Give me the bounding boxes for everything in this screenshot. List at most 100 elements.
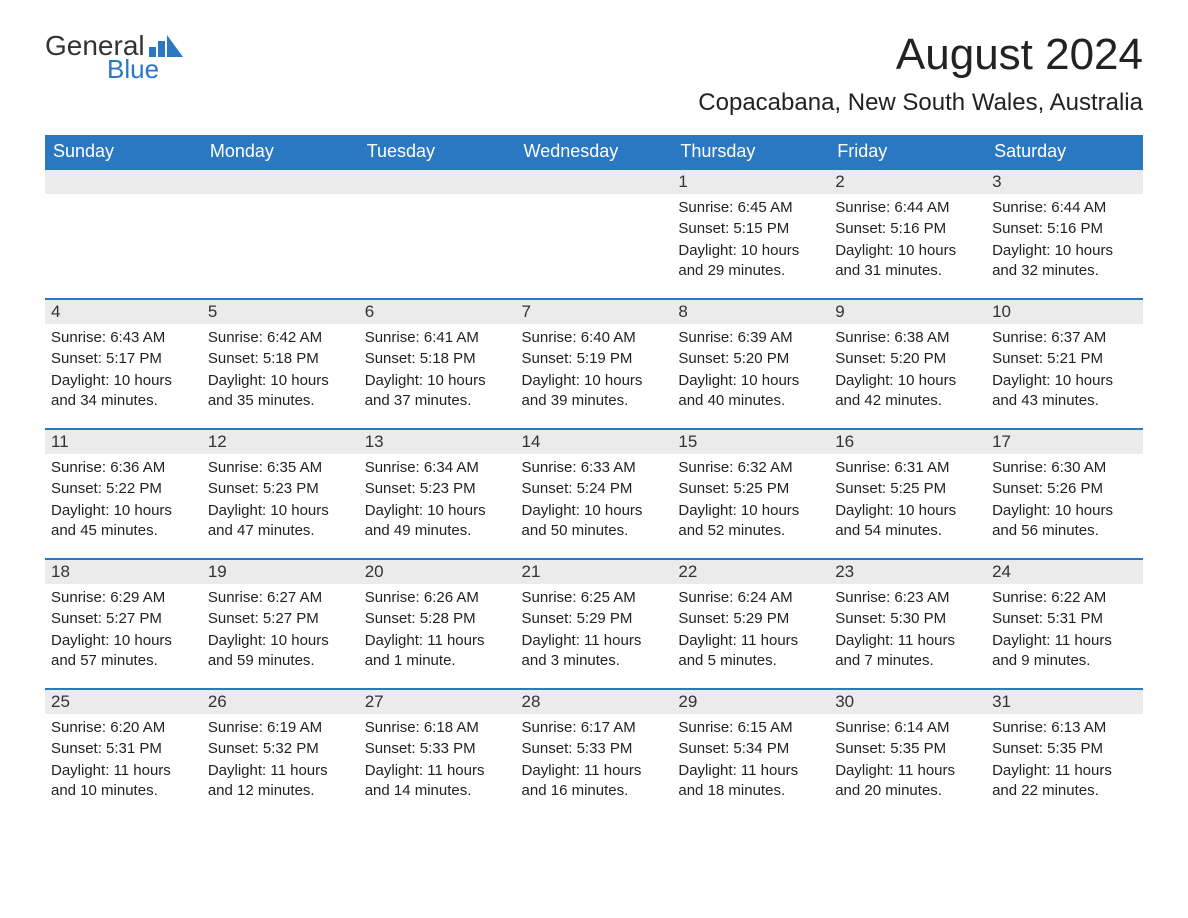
sunrise-text: Sunrise: 6:31 AM — [835, 458, 980, 478]
calendar-cell: 18Sunrise: 6:29 AMSunset: 5:27 PMDayligh… — [45, 558, 202, 688]
sunset-text: Sunset: 5:27 PM — [208, 609, 353, 629]
day-number: 18 — [45, 558, 202, 584]
day-number: 5 — [202, 298, 359, 324]
daylight-text: Daylight: 10 hours and 56 minutes. — [992, 501, 1137, 542]
sunrise-text: Sunrise: 6:35 AM — [208, 458, 353, 478]
day-data: Sunrise: 6:39 AMSunset: 5:20 PMDaylight:… — [672, 324, 829, 422]
day-data: Sunrise: 6:25 AMSunset: 5:29 PMDaylight:… — [516, 584, 673, 682]
sunset-text: Sunset: 5:35 PM — [835, 739, 980, 759]
calendar-week: 18 Sunrise: 6:29 AM Sunset: 5:27 PM Dayligh… — [45, 558, 1143, 688]
calendar-cell: 24Sunrise: 6:22 AMSunset: 5:31 PMDayligh… — [986, 558, 1143, 688]
weekday-header: Tuesday — [359, 135, 516, 168]
day-data: Sunrise: 6:32 AMSunset: 5:25 PMDaylight:… — [672, 454, 829, 552]
sunrise-text: Sunrise: 6:45 AM — [678, 198, 823, 218]
day-data: Sunrise: 6:14 AMSunset: 5:35 PMDaylight:… — [829, 714, 986, 812]
day-number: 7 — [516, 298, 673, 324]
day-number: 20 — [359, 558, 516, 584]
sunset-text: Sunset: 5:32 PM — [208, 739, 353, 759]
calendar-week: 1Sunrise: 6:45 AMSunset: 5:15 PMDaylight… — [45, 168, 1143, 298]
daylight-text: Daylight: 11 hours and 18 minutes. — [678, 761, 823, 802]
daylight-text: Daylight: 11 hours and 7 minutes. — [835, 631, 980, 672]
day-data: Sunrise: 6:27 AMSunset: 5:27 PMDaylight:… — [202, 584, 359, 682]
calendar-cell: 28Sunrise: 6:17 AMSunset: 5:33 PMDayligh… — [516, 688, 673, 818]
day-data: Sunrise: 6:18 AMSunset: 5:33 PMDaylight:… — [359, 714, 516, 812]
calendar-cell: 5Sunrise: 6:42 AMSunset: 5:18 PMDaylight… — [202, 298, 359, 428]
day-number: 28 — [516, 688, 673, 714]
daylight-text: Daylight: 11 hours and 5 minutes. — [678, 631, 823, 672]
day-data: Sunrise: 6:38 AMSunset: 5:20 PMDaylight:… — [829, 324, 986, 422]
daylight-text: Daylight: 10 hours and 50 minutes. — [522, 501, 667, 542]
daylight-text: Daylight: 10 hours and 43 minutes. — [992, 371, 1137, 412]
daylight-text: Daylight: 11 hours and 9 minutes. — [992, 631, 1137, 672]
sunrise-text: Sunrise: 6:41 AM — [365, 328, 510, 348]
sunrise-text: Sunrise: 6:19 AM — [208, 718, 353, 738]
sunset-text: Sunset: 5:30 PM — [835, 609, 980, 629]
day-number — [45, 168, 202, 194]
day-number: 24 — [986, 558, 1143, 584]
daylight-text: Daylight: 10 hours and 42 minutes. — [835, 371, 980, 412]
calendar-cell: 30Sunrise: 6:14 AMSunset: 5:35 PMDayligh… — [829, 688, 986, 818]
day-data: Sunrise: 6:23 AMSunset: 5:30 PMDaylight:… — [829, 584, 986, 682]
day-number: 14 — [516, 428, 673, 454]
day-number — [202, 168, 359, 194]
sunrise-text: Sunrise: 6:18 AM — [365, 718, 510, 738]
sunset-text: Sunset: 5:33 PM — [522, 739, 667, 759]
day-data: Sunrise: 6:43 AMSunset: 5:17 PMDaylight:… — [45, 324, 202, 422]
day-number: 25 — [45, 688, 202, 714]
calendar-cell: 3Sunrise: 6:44 AMSunset: 5:16 PMDaylight… — [986, 168, 1143, 298]
daylight-text: Daylight: 10 hours and 52 minutes. — [678, 501, 823, 542]
sunset-text: Sunset: 5:21 PM — [992, 349, 1137, 369]
day-data: Sunrise: 6:33 AMSunset: 5:24 PMDaylight:… — [516, 454, 673, 552]
calendar-cell: 14Sunrise: 6:33 AMSunset: 5:24 PMDayligh… — [516, 428, 673, 558]
sunrise-text: Sunrise: 6:29 AM — [51, 588, 196, 608]
sunrise-text: Sunrise: 6:44 AM — [992, 198, 1137, 218]
day-number: 13 — [359, 428, 516, 454]
weekday-header: Sunday — [45, 135, 202, 168]
daylight-text: Daylight: 10 hours and 47 minutes. — [208, 501, 353, 542]
sunrise-text: Sunrise: 6:38 AM — [835, 328, 980, 348]
page-title: August 2024 — [896, 30, 1143, 80]
day-number: 17 — [986, 428, 1143, 454]
sunset-text: Sunset: 5:15 PM — [678, 219, 823, 239]
sunrise-text: Sunrise: 6:20 AM — [51, 718, 196, 738]
sunset-text: Sunset: 5:20 PM — [678, 349, 823, 369]
calendar-cell: 9Sunrise: 6:38 AMSunset: 5:20 PMDaylight… — [829, 298, 986, 428]
calendar-week: 25Sunrise: 6:20 AMSunset: 5:31 PMDayligh… — [45, 688, 1143, 818]
day-data: Sunrise: 6:45 AMSunset: 5:15 PMDaylight:… — [672, 194, 829, 292]
sunset-text: Sunset: 5:19 PM — [522, 349, 667, 369]
sunset-text: Sunset: 5:33 PM — [365, 739, 510, 759]
day-number: 22 — [672, 558, 829, 584]
daylight-text: Daylight: 10 hours and 29 minutes. — [678, 241, 823, 282]
calendar-cell: 20Sunrise: 6:26 AMSunset: 5:28 PMDayligh… — [359, 558, 516, 688]
calendar-cell — [202, 168, 359, 298]
sunrise-text: Sunrise: 6:36 AM — [51, 458, 196, 478]
calendar-cell: 10Sunrise: 6:37 AMSunset: 5:21 PMDayligh… — [986, 298, 1143, 428]
day-number: 9 — [829, 298, 986, 324]
calendar-cell: 13Sunrise: 6:34 AMSunset: 5:23 PMDayligh… — [359, 428, 516, 558]
daylight-text: Daylight: 11 hours and 14 minutes. — [365, 761, 510, 802]
daylight-text: Daylight: 11 hours and 20 minutes. — [835, 761, 980, 802]
day-number: 21 — [516, 558, 673, 584]
daylight-text: Daylight: 11 hours and 1 minute. — [365, 631, 510, 672]
day-number: 16 — [829, 428, 986, 454]
weekday-header: Wednesday — [516, 135, 673, 168]
day-data: Sunrise: 6:44 AMSunset: 5:16 PMDaylight:… — [829, 194, 986, 292]
daylight-text: Daylight: 10 hours and 31 minutes. — [835, 241, 980, 282]
day-number: 15 — [672, 428, 829, 454]
calendar-cell: 27Sunrise: 6:18 AMSunset: 5:33 PMDayligh… — [359, 688, 516, 818]
sunrise-text: Sunrise: 6:34 AM — [365, 458, 510, 478]
day-number: 4 — [45, 298, 202, 324]
sunrise-text: Sunrise: 6:40 AM — [522, 328, 667, 348]
sunset-text: Sunset: 5:25 PM — [678, 479, 823, 499]
sunset-text: Sunset: 5:26 PM — [992, 479, 1137, 499]
day-data: Sunrise: 6:36 AMSunset: 5:22 PMDaylight:… — [45, 454, 202, 552]
daylight-text: Daylight: 10 hours and 32 minutes. — [992, 241, 1137, 282]
sunrise-text: Sunrise: 6:13 AM — [992, 718, 1137, 738]
sunset-text: Sunset: 5:29 PM — [678, 609, 823, 629]
sunset-text: Sunset: 5:29 PM — [522, 609, 667, 629]
day-data: Sunrise: 6:22 AMSunset: 5:31 PMDaylight:… — [986, 584, 1143, 682]
calendar-week: 4Sunrise: 6:43 AMSunset: 5:17 PMDaylight… — [45, 298, 1143, 428]
day-number: 23 — [829, 558, 986, 584]
day-data: Sunrise: 6:44 AMSunset: 5:16 PMDaylight:… — [986, 194, 1143, 292]
calendar-cell: 25Sunrise: 6:20 AMSunset: 5:31 PMDayligh… — [45, 688, 202, 818]
